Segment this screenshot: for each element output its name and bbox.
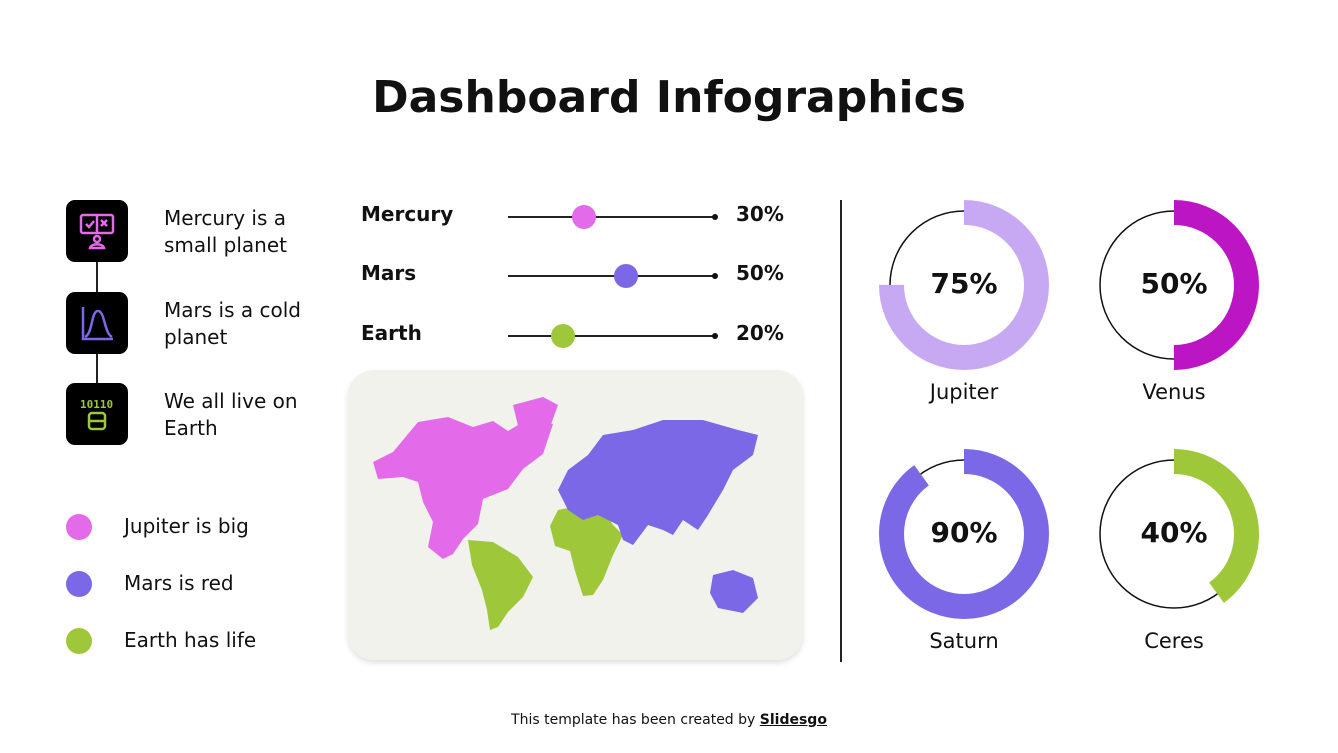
slider-value: 20%	[736, 321, 784, 345]
slider-value: 50%	[736, 261, 784, 285]
donut-label: Saturn	[929, 629, 999, 653]
slidesgo-link[interactable]: Slidesgo	[759, 712, 827, 728]
step-text: We all live on Earth	[164, 389, 298, 440]
page-title: Dashboard Infographics	[372, 72, 966, 123]
legend-text: Earth has life	[124, 628, 257, 652]
divider	[840, 200, 842, 662]
greenland	[513, 397, 558, 442]
svg-text:10110: 10110	[80, 398, 113, 411]
slider-knob[interactable]	[551, 324, 576, 348]
eurasia	[558, 420, 758, 545]
slider-track[interactable]	[508, 324, 718, 348]
step-text: Mars is a cold planet	[164, 298, 301, 349]
slider-label: Mars	[361, 261, 417, 285]
world-map	[348, 370, 803, 660]
donut-value: 50%	[1140, 267, 1208, 300]
slider-value: 30%	[736, 202, 784, 226]
north-america	[373, 417, 553, 559]
footer-credit: This template has been created by Slides…	[0, 712, 1338, 728]
legend-text: Jupiter is big	[124, 514, 249, 538]
donut-value: 90%	[930, 516, 998, 549]
donut-arc	[1089, 200, 1259, 370]
donut-arc	[1089, 449, 1259, 619]
binary-data-icon: 10110	[66, 383, 128, 445]
donut-value: 75%	[930, 267, 998, 300]
connector-line	[96, 354, 98, 384]
track-end	[712, 273, 718, 279]
slider-label: Earth	[361, 321, 422, 345]
africa	[550, 505, 623, 596]
donut-chart-jupiter	[879, 200, 1049, 370]
slider-track[interactable]	[508, 205, 718, 229]
slider-knob[interactable]	[613, 264, 638, 288]
connector-line	[96, 262, 98, 292]
donut-value: 40%	[1140, 516, 1208, 549]
legend-dot-purple	[66, 571, 92, 597]
track-end	[712, 333, 718, 339]
donut-chart-ceres	[1089, 449, 1259, 619]
donut-label: Venus	[1142, 380, 1206, 404]
slider-label: Mercury	[361, 202, 454, 226]
track-end	[712, 214, 718, 220]
donut-chart-venus	[1089, 200, 1259, 370]
legend-dot-green	[66, 628, 92, 654]
donut-arc	[879, 449, 1049, 619]
donut-label: Jupiter	[929, 380, 999, 404]
south-america	[468, 540, 533, 630]
footer-text: This template has been created by	[511, 712, 760, 728]
feedback-person-icon	[66, 200, 128, 262]
legend-dot-pink	[66, 514, 92, 540]
slider-track[interactable]	[508, 264, 718, 288]
donut-chart-saturn	[879, 449, 1049, 619]
slider-knob[interactable]	[572, 205, 597, 229]
donut-arc	[879, 200, 1049, 370]
bell-curve-chart-icon	[66, 292, 128, 354]
donut-label: Ceres	[1144, 629, 1204, 653]
step-text: Mercury is a small planet	[164, 206, 287, 257]
legend-text: Mars is red	[124, 571, 234, 595]
australia	[710, 570, 758, 613]
